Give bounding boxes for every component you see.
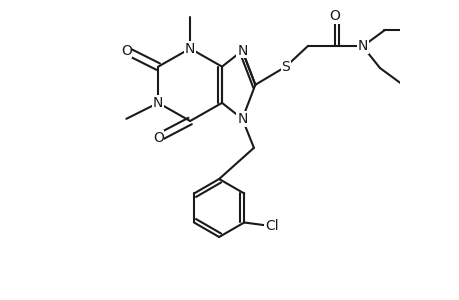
Text: Cl: Cl (264, 219, 278, 233)
Text: N: N (357, 39, 367, 53)
Text: N: N (237, 112, 247, 126)
Text: O: O (329, 9, 340, 23)
Text: N: N (153, 96, 163, 110)
Text: O: O (152, 131, 163, 145)
Text: N: N (185, 41, 195, 56)
Text: N: N (237, 44, 247, 58)
Text: O: O (121, 44, 131, 58)
Text: S: S (281, 60, 290, 74)
